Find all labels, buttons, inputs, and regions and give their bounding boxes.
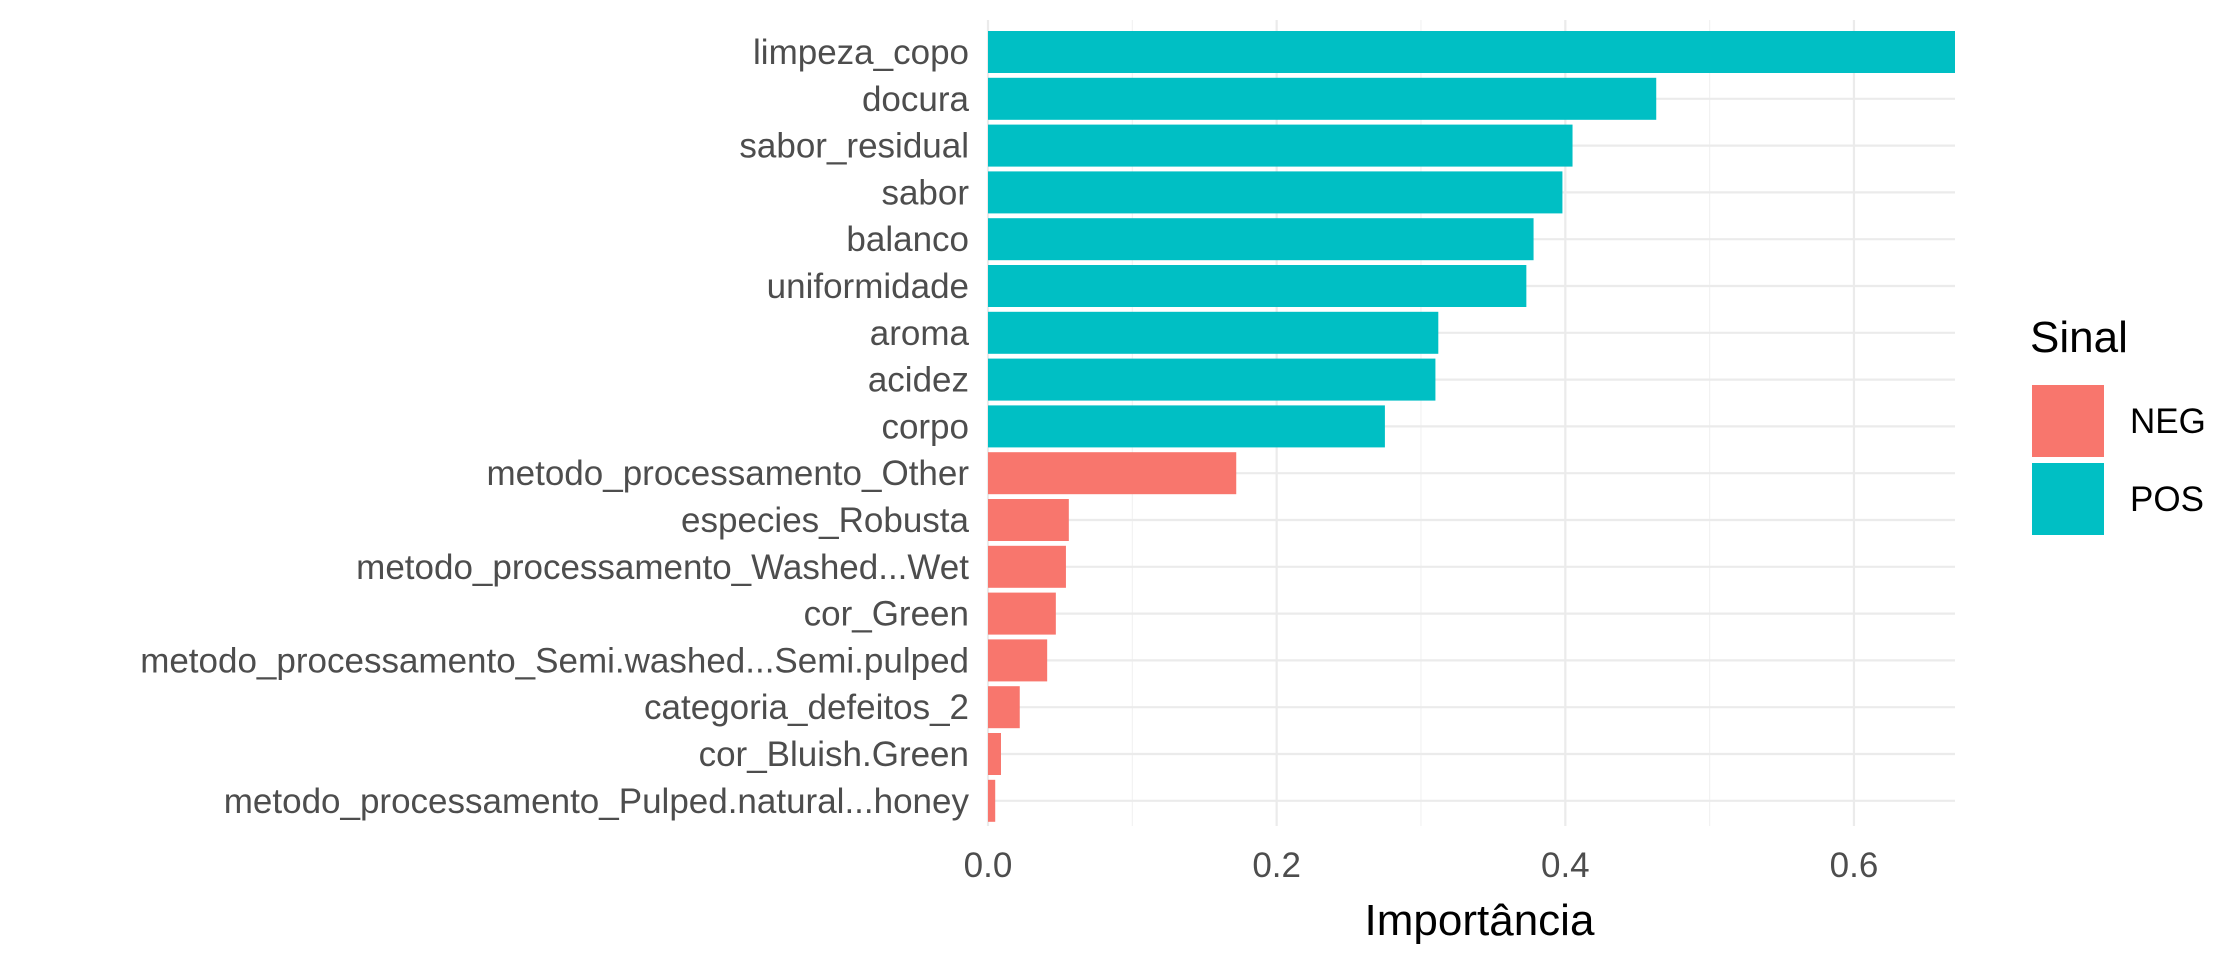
x-axis-title: Importância	[1365, 896, 1595, 945]
y-tick-label: especies_Robusta	[681, 501, 969, 540]
bar-categoria_defeitos_2	[988, 686, 1020, 729]
bar-balanco	[988, 218, 1534, 261]
bar-sabor	[988, 171, 1563, 214]
legend-key-neg	[2032, 385, 2104, 457]
y-tick-label: cor_Green	[804, 595, 969, 634]
bar-especies_Robusta	[988, 499, 1069, 541]
x-tick-labels: 0.0 0.2 0.4 0.6	[964, 846, 1879, 885]
bar-aroma	[988, 311, 1439, 354]
bar-acidez	[988, 358, 1436, 401]
bars-layer	[988, 31, 1955, 822]
bar-docura	[988, 77, 1657, 120]
x-tick-label: 0.2	[1252, 846, 1301, 885]
bar-metodo_processamento_Other	[988, 452, 1237, 495]
legend-title: Sinal	[2030, 313, 2128, 362]
bar-cor_Bluish.Green	[988, 733, 1001, 775]
y-tick-label: aroma	[870, 314, 970, 353]
legend-key-pos	[2032, 463, 2104, 535]
y-tick-label: limpeza_copo	[753, 33, 969, 72]
y-tick-label: metodo_processamento_Other	[487, 454, 970, 493]
bar-cor_Green	[988, 592, 1056, 635]
y-tick-label: metodo_processamento_Washed...Wet	[356, 548, 969, 587]
x-tick-label: 0.6	[1830, 846, 1879, 885]
y-tick-label: docura	[862, 80, 970, 119]
legend: Sinal NEG POS	[2030, 313, 2206, 535]
y-tick-label: categoria_defeitos_2	[644, 688, 969, 727]
bar-limpeza_copo	[988, 31, 1955, 73]
bar-corpo	[988, 405, 1385, 448]
y-tick-label: metodo_processamento_Pulped.natural...ho…	[224, 782, 970, 821]
x-tick-label: 0.0	[964, 846, 1013, 885]
bar-metodo_processamento_Pulped.natural...honey	[988, 779, 996, 822]
y-tick-label: uniformidade	[767, 267, 969, 306]
bar-sabor_residual	[988, 124, 1573, 167]
y-tick-label: sabor	[881, 173, 969, 212]
y-tick-label: acidez	[868, 361, 969, 400]
y-tick-label: sabor_residual	[739, 127, 969, 166]
bar-metodo_processamento_Washed...Wet	[988, 545, 1066, 588]
y-tick-label: balanco	[846, 220, 969, 259]
y-tick-label: corpo	[881, 407, 969, 446]
bar-metodo_processamento_Semi.washed...Semi.pulped	[988, 639, 1048, 682]
y-tick-label: cor_Bluish.Green	[699, 735, 969, 774]
y-tick-label: metodo_processamento_Semi.washed...Semi.…	[140, 641, 969, 680]
x-tick-label: 0.4	[1541, 846, 1590, 885]
bar-uniformidade	[988, 265, 1527, 307]
legend-label-pos: POS	[2130, 480, 2204, 519]
legend-label-neg: NEG	[2130, 402, 2206, 441]
